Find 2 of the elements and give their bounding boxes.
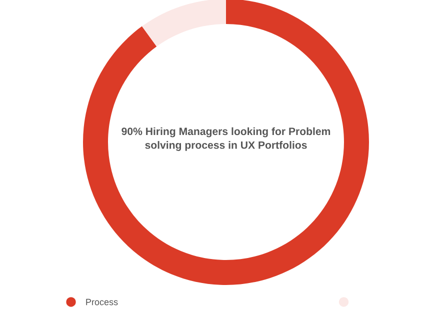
legend-label: Process: [86, 298, 118, 306]
text: 90% Hiring Managers looking for Problem solving process in UX Portfolios: [122, 127, 330, 151]
